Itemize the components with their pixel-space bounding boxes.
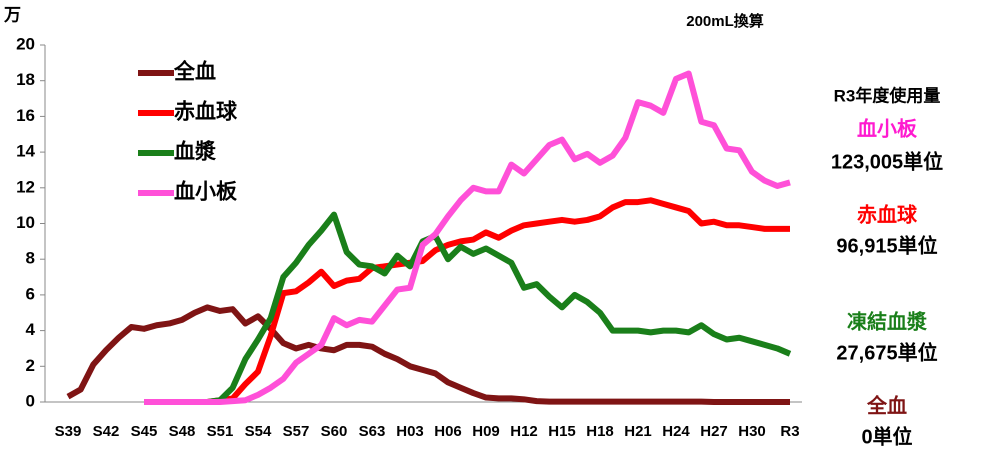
annotation: R3年度使用量 <box>834 85 941 105</box>
annotation: 赤血球 <box>857 202 918 226</box>
series-line <box>66 304 790 405</box>
x-tick-label: S51 <box>207 423 234 440</box>
annotation: 123,005単位 <box>831 149 943 173</box>
y-tick-label: 6 <box>26 284 35 303</box>
legend-label: 血小板 <box>174 180 238 204</box>
y-tick-label: 20 <box>16 34 35 53</box>
annotation: 96,915単位 <box>836 233 937 257</box>
series-line <box>144 70 791 405</box>
x-tick-label: S63 <box>359 423 386 440</box>
y-tick-label: 12 <box>16 177 35 196</box>
series-line <box>144 197 790 405</box>
y-tick-label: 18 <box>16 70 35 89</box>
x-tick-label: H15 <box>548 423 576 440</box>
note: 200mL換算 <box>686 12 764 30</box>
x-tick-label: H12 <box>510 423 538 440</box>
x-tick-label: S39 <box>55 423 82 440</box>
annotation: 27,675単位 <box>836 340 937 364</box>
x-tick-label: S60 <box>321 423 348 440</box>
x-tick-label: H03 <box>396 423 424 440</box>
annotation: 血小板 <box>857 116 918 140</box>
x-tick-label: H30 <box>738 423 766 440</box>
x-tick-label: S48 <box>169 423 196 440</box>
annotation: 0単位 <box>861 424 912 448</box>
x-tick-label: R3 <box>780 423 799 440</box>
y-tick-label: 2 <box>26 356 35 375</box>
y-tick-label: 14 <box>16 142 35 161</box>
x-tick-label: H18 <box>586 423 614 440</box>
x-tick-label: H27 <box>700 423 728 440</box>
y-tick-label: 4 <box>26 320 36 339</box>
y-tick-label: 16 <box>16 106 35 125</box>
x-tick-label: S54 <box>245 423 272 440</box>
x-tick-label: H09 <box>472 423 500 440</box>
x-tick-label: H24 <box>662 423 690 440</box>
x-tick-label: S42 <box>93 423 120 440</box>
x-tick-label: S57 <box>283 423 310 440</box>
x-tick-label: H21 <box>624 423 652 440</box>
legend-label: 血漿 <box>174 140 217 164</box>
x-tick-label: H06 <box>434 423 462 440</box>
unit-label: 万 <box>3 5 21 24</box>
legend-label: 全血 <box>173 60 216 84</box>
y-tick-label: 0 <box>26 391 35 410</box>
series-line <box>144 211 792 405</box>
x-tick-label: S45 <box>131 423 158 440</box>
annotation: 全血 <box>866 393 907 417</box>
y-tick-label: 10 <box>16 213 35 232</box>
y-tick-label: 8 <box>26 249 35 268</box>
legend-label: 赤血球 <box>174 100 238 124</box>
annotation: 凍結血漿 <box>847 309 928 333</box>
